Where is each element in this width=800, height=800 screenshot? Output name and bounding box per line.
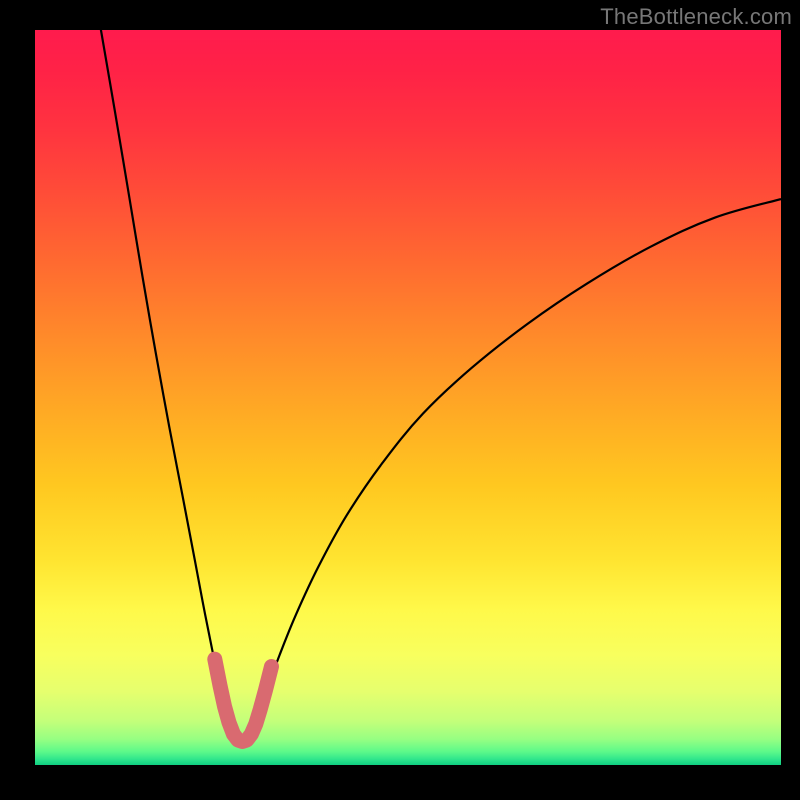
chart-svg xyxy=(0,0,800,800)
watermark-text: TheBottleneck.com xyxy=(600,4,792,30)
plot-gradient xyxy=(35,30,781,765)
chart-container: TheBottleneck.com xyxy=(0,0,800,800)
